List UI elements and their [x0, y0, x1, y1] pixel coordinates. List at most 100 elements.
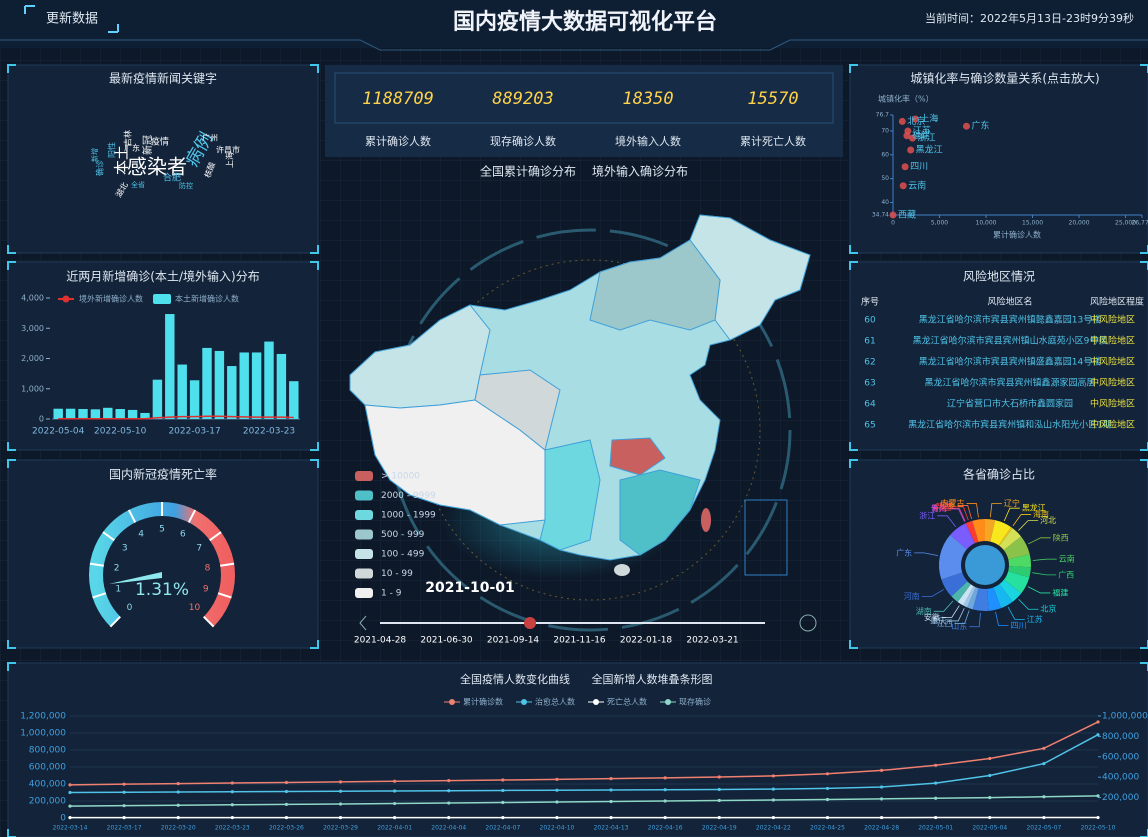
- map-tab[interactable]: 全国累计确诊分布: [480, 164, 576, 179]
- line-point: [338, 802, 343, 806]
- map-tab[interactable]: 境外输入确诊分布: [592, 164, 688, 179]
- line-point: [230, 803, 234, 807]
- line-point: [122, 782, 126, 786]
- x-tick-label: 2022-03-23: [215, 825, 250, 832]
- pie-slice: [1003, 536, 1030, 560]
- legend-swatch: [62, 295, 70, 303]
- bar: [227, 366, 237, 419]
- x-tick-label: 2022-03-17: [107, 825, 142, 832]
- timeline-label[interactable]: 2022-03-21: [686, 636, 738, 646]
- chart-tab[interactable]: 全国疫情人数变化曲线: [460, 672, 570, 686]
- line-point: [825, 786, 830, 791]
- timeline-label[interactable]: 2021-06-30: [420, 636, 473, 646]
- pie-leader: [953, 506, 969, 521]
- x-tick-label: 2022-05-01: [918, 825, 953, 832]
- pie-label: 江西: [937, 619, 953, 628]
- pie-leader: [948, 608, 965, 622]
- pie-leader: [941, 605, 960, 618]
- update-button[interactable]: 更新数据: [24, 5, 119, 33]
- button-label[interactable]: 更新数据: [46, 11, 98, 27]
- panel-corner: [7, 459, 319, 649]
- line-point: [825, 797, 830, 802]
- line-point: [771, 787, 775, 791]
- word: 全省: [131, 180, 145, 189]
- x-tick-label: 2022-04-10: [540, 825, 575, 832]
- table-cell: 黑龙江省哈尔滨市宾县宾州镇山水庭苑小区9号楼: [913, 335, 1108, 347]
- pie-leader: [1018, 520, 1039, 531]
- x-tick-label: 2022-04-19: [702, 825, 737, 832]
- word: 新冠: [141, 135, 154, 155]
- pie-label: 青海: [931, 503, 947, 513]
- line-point: [609, 815, 613, 820]
- line: [69, 795, 1099, 807]
- pie-slice: [990, 520, 1012, 546]
- timeline-prev[interactable]: [359, 615, 367, 631]
- pie-slice: [999, 528, 1022, 551]
- page-title: 国内疫情大数据可视化平台: [453, 9, 717, 35]
- line-point: [447, 789, 451, 793]
- point: [899, 182, 907, 190]
- line-point: [1042, 815, 1046, 820]
- legend-label: 100 - 499: [381, 550, 425, 560]
- panel-title: 各省确诊占比: [963, 467, 1035, 482]
- y-tick-label: 1,000: [21, 384, 44, 393]
- pie-slice: [993, 584, 1013, 609]
- pie-slice: [964, 523, 976, 544]
- line-point: [771, 798, 775, 802]
- gauge-tick-label: 9: [203, 585, 209, 595]
- x-tick-label: 2022-05-10: [1081, 825, 1116, 832]
- line-point: [176, 790, 180, 794]
- pie-leader: [989, 502, 1002, 518]
- legend-swatch: [355, 549, 373, 559]
- point: [907, 146, 915, 154]
- line-point: [447, 815, 451, 820]
- pie-label: 广西: [1058, 569, 1074, 579]
- pie-leader: [957, 505, 973, 520]
- timeline-play[interactable]: [799, 614, 817, 632]
- y2-tick-label: 200,000: [1102, 793, 1139, 803]
- table-cell: 62: [864, 358, 875, 368]
- bar: [189, 380, 200, 419]
- y-tick-label: 3,000: [21, 324, 44, 333]
- legend-swatch: [355, 588, 373, 598]
- pie-leader: [995, 611, 1009, 626]
- panel-title: 国内新冠疫情死亡率: [109, 467, 217, 482]
- timeline-label[interactable]: 2021-11-16: [553, 636, 606, 646]
- x-tick-label: 0: [891, 220, 895, 227]
- gauge-tick-label: 8: [205, 563, 211, 573]
- line-point: [934, 815, 938, 820]
- pie-slice: [986, 587, 1002, 611]
- pie-slice: [957, 584, 974, 606]
- y-tick-label: 600,000: [29, 763, 66, 773]
- gauge-tick-label: 0: [127, 603, 133, 613]
- chart-tab[interactable]: 全国新增人数堆叠条形图: [592, 672, 713, 686]
- gauge-value: 1.31%: [135, 580, 189, 600]
- legend-label: 1 - 9: [381, 589, 402, 599]
- timeline-label[interactable]: 2022-01-18: [620, 636, 673, 646]
- timeline-label[interactable]: 2021-04-28: [354, 636, 407, 646]
- pie-leader: [954, 610, 970, 624]
- pie-leader: [1018, 598, 1039, 610]
- pie-leader: [1027, 537, 1051, 545]
- point: [909, 134, 917, 142]
- panel-title: 近两月新增确诊(本土/境外输入)分布: [66, 269, 259, 284]
- line-point: [825, 772, 830, 776]
- pie-label: 陕西: [1053, 532, 1069, 542]
- x-tick-label: 2022-04-04: [431, 825, 466, 832]
- pie-leader: [1003, 507, 1020, 522]
- line-point: [1042, 746, 1046, 750]
- legend-label: 2000 - 9999: [381, 491, 436, 501]
- line-point: [1096, 815, 1100, 820]
- table-cell: 65: [864, 421, 875, 431]
- pie-slice: [950, 523, 975, 550]
- y-tick-label: 1,000,000: [20, 729, 66, 739]
- line-point: [555, 800, 559, 804]
- stat-value: 1188709: [362, 89, 434, 109]
- stats-box: [325, 65, 843, 157]
- x-tick-label: 2022-04-13: [594, 825, 629, 832]
- timeline-handle[interactable]: [524, 617, 536, 629]
- pie-label: 河北: [1040, 515, 1056, 525]
- x-tick-label: 25,000: [1115, 220, 1136, 227]
- line-point: [988, 773, 992, 778]
- timeline-label[interactable]: 2021-09-14: [487, 636, 540, 646]
